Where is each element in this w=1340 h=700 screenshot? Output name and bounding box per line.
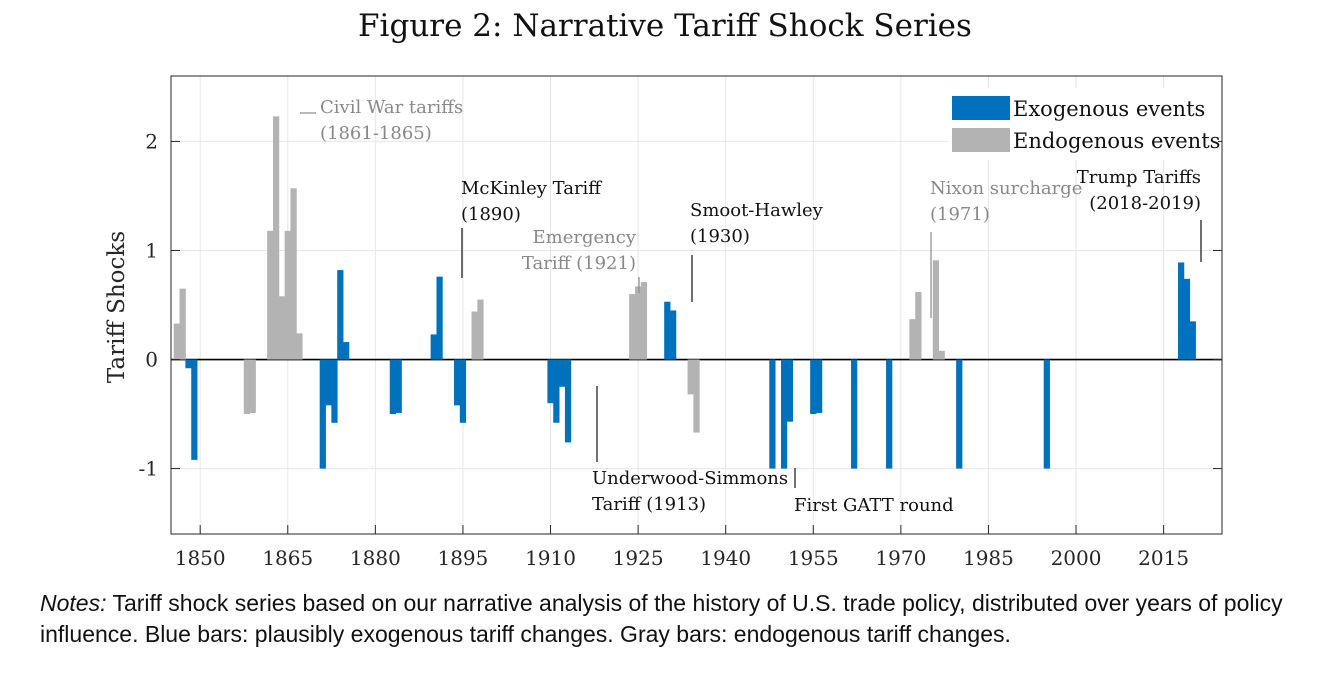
bar-exogenous-events-1968 (886, 359, 893, 469)
annotation-emergency-line-1: Emergency (533, 227, 637, 248)
bar-exogenous-events-2020 (1189, 321, 1196, 360)
annotation-gatt-line-1: First GATT round (794, 495, 954, 516)
bar-exogenous-events-1872 (325, 359, 332, 406)
plot-frame (170, 75, 1223, 535)
bar-endogenous-events-1846 (173, 323, 180, 360)
legend-swatch-endogenous-events (952, 128, 1010, 152)
x-tick-label-1925: 1925 (613, 546, 664, 570)
annotation-layer: Civil War tariffs (1861-1865) McKinley Tar… (300, 97, 1202, 516)
y-axis-label: Tariff Shocks (104, 231, 130, 383)
bar-exogenous-events-1948 (769, 359, 776, 469)
x-tick-label-2015: 2015 (1138, 546, 1189, 570)
bar-exogenous-events-2019 (1183, 278, 1191, 360)
legend-swatch-exogenous-events (952, 96, 1010, 120)
bar-exogenous-events-2018 (1178, 262, 1185, 360)
x-tick-label-1955: 1955 (788, 546, 839, 570)
annotation-nixon-line-1: Nixon surcharge (930, 178, 1082, 199)
bar-exogenous-events-1980 (956, 359, 963, 469)
x-tick-label-1865: 1865 (262, 546, 313, 570)
x-tick-label-1940: 1940 (700, 546, 751, 570)
bar-endogenous-events-1977 (938, 350, 945, 360)
annotation-underwood-line-2: Tariff (1913) (592, 494, 706, 515)
bar-exogenous-events-1873 (331, 359, 338, 423)
y-tick-label--1: -1 (139, 457, 158, 481)
bar-endogenous-events-1972 (909, 319, 916, 360)
bar-exogenous-events-1995 (1043, 359, 1050, 469)
bar-exogenous-events-1913 (564, 359, 572, 443)
bar-endogenous-events-1862 (267, 230, 274, 360)
bar-exogenous-events-1891 (436, 276, 443, 360)
x-tick-label-1895: 1895 (437, 546, 488, 570)
bar-endogenous-events-1976 (932, 260, 940, 360)
bar-exogenous-events-1956 (815, 359, 823, 413)
bar-exogenous-events-1875 (343, 342, 350, 360)
bar-endogenous-events-1926 (640, 282, 648, 360)
bar-endogenous-events-1934 (687, 359, 694, 395)
annotation-underwood-line-1: Underwood-Simmons (592, 468, 788, 489)
bar-endogenous-events-1858 (243, 359, 251, 415)
bar-exogenous-events-1894 (453, 359, 461, 406)
bar-exogenous-events-1955 (810, 359, 817, 415)
bar-layer (173, 116, 1196, 469)
annotation-trump-line-2: (2018-2019) (1089, 193, 1201, 214)
y-tick-label-1: 1 (145, 238, 158, 262)
annotation-civil-war-line-2: (1861-1865) (320, 123, 432, 144)
annotation-smoot-hawley-line-1: Smoot-Hawley (690, 200, 824, 221)
annotation-civil-war-line-1: Civil War tariffs (320, 97, 463, 118)
annotation-mckinley-line-1: McKinley Tariff (461, 178, 602, 199)
figure-title: Figure 2: Narrative Tariff Shock Series (358, 8, 972, 44)
bar-endogenous-events-1847 (179, 288, 186, 360)
bar-endogenous-events-1859 (249, 359, 256, 413)
annotation-trump-line-1: Trump Tariffs (1077, 167, 1201, 188)
bar-exogenous-events-1910 (547, 359, 554, 404)
bar-exogenous-events-1874 (337, 270, 344, 360)
bar-endogenous-events-1924 (629, 294, 636, 360)
bar-endogenous-events-1973 (915, 291, 922, 360)
annotation-mckinley-line-2: (1890) (461, 204, 521, 225)
bar-endogenous-events-1865 (284, 230, 291, 360)
legend: Exogenous events Endogenous events (948, 88, 1220, 160)
annotation-smoot-hawley-line-2: (1930) (690, 226, 750, 247)
x-tick-label-1970: 1970 (875, 546, 926, 570)
figure-notes: Notes: Tariff shock series based on our … (40, 588, 1292, 650)
bar-endogenous-events-1866 (290, 188, 297, 360)
bar-endogenous-events-1863 (272, 116, 280, 360)
bar-exogenous-events-1884 (395, 359, 402, 413)
bar-endogenous-events-1867 (296, 333, 303, 360)
bar-exogenous-events-1849 (191, 359, 198, 460)
x-tick-label-1985: 1985 (963, 546, 1014, 570)
bar-exogenous-events-1890 (430, 334, 437, 360)
y-tick-label-0: 0 (145, 348, 158, 372)
bar-exogenous-events-1931 (670, 310, 677, 360)
bar-exogenous-events-1848 (185, 359, 192, 369)
notes-text: Tariff shock series based on our narrati… (40, 590, 1283, 647)
bar-exogenous-events-1930 (664, 301, 671, 360)
bar-exogenous-events-1951 (786, 359, 794, 422)
annotation-emergency-line-2: Tariff (1921) (522, 253, 636, 274)
annotation-nixon-line-2: (1971) (930, 204, 990, 225)
legend-label-exogenous-events: Exogenous events (1013, 97, 1205, 121)
y-tick-label-2: 2 (145, 129, 158, 153)
bar-exogenous-events-1950 (780, 359, 788, 469)
notes-lead: Notes: (40, 590, 107, 616)
bar-endogenous-events-1898 (477, 299, 484, 360)
bar-endogenous-events-1925 (634, 286, 642, 360)
bar-exogenous-events-1871 (319, 359, 326, 469)
x-tick-label-1880: 1880 (350, 546, 401, 570)
bar-exogenous-events-1895 (459, 359, 467, 423)
bar-endogenous-events-1897 (471, 311, 478, 360)
bar-exogenous-events-1912 (559, 359, 566, 387)
legend-label-endogenous-events: Endogenous events (1013, 129, 1220, 153)
bar-endogenous-events-1864 (278, 296, 286, 360)
bar-exogenous-events-1962 (851, 359, 858, 469)
bar-exogenous-events-1883 (389, 359, 396, 415)
axis-layer: 1850 1865 1880 1895 1910 1925 1940 1955 1970 1985… (104, 75, 1223, 570)
bar-exogenous-events-1911 (553, 359, 560, 423)
bar-endogenous-events-1935 (693, 359, 700, 433)
x-tick-label-2000: 2000 (1051, 546, 1102, 570)
x-tick-label-1910: 1910 (525, 546, 576, 570)
x-tick-label-1850: 1850 (175, 546, 226, 570)
